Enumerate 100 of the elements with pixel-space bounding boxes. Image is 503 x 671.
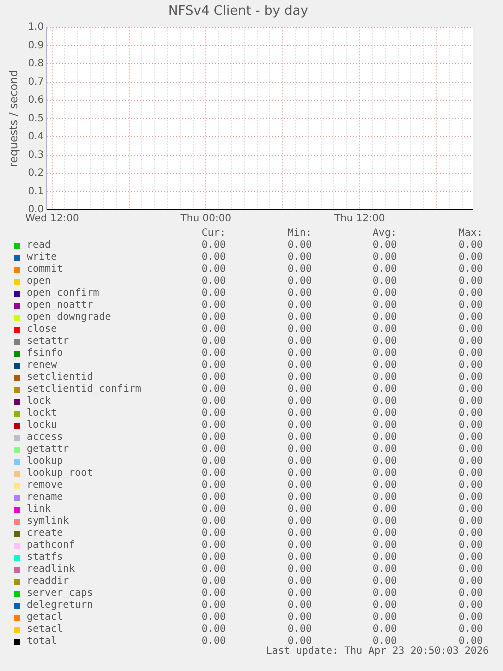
text: 0.00 [286,480,312,492]
legend-label: link [27,504,52,516]
text: 0.00 [458,564,483,576]
text: 0.00 [458,480,483,492]
text: 0.00 [372,324,397,336]
legend-label: symlink [27,516,70,528]
text: 0.00 [286,492,312,504]
text: 0.00 [372,300,397,312]
legend-label: server_caps [27,588,94,600]
text: 0.00 [200,492,226,504]
y-tick-label: 0.9 [28,40,44,52]
text: 0.00 [286,288,312,300]
text: 0.00 [200,240,226,252]
text: 0.00 [200,312,226,324]
text: 0.00 [372,588,397,600]
text: 0.00 [458,396,483,408]
text: 0.00 [286,360,312,372]
text: 0.00 [286,444,312,456]
text: 0.00 [458,372,483,384]
y-tick-label: 0.8 [28,58,44,70]
text: 0.00 [372,468,397,480]
text: 0.00 [286,240,312,252]
text: 0.00 [458,528,483,540]
text: 0.00 [288,636,312,647]
text: 0.00 [372,444,397,456]
text: 0.00 [286,408,312,420]
text: 0.00 [458,444,483,456]
text: 0.00 [458,456,483,468]
text: 0.00 [200,564,226,576]
text: 0.00 [458,300,483,312]
text: 0.00 [458,540,483,552]
text: 0.00 [458,588,483,600]
text: 0.00 [200,624,226,636]
text: 0.00 [372,276,397,288]
legend-label: lookup_root [27,468,94,480]
text: 0.00 [458,264,483,276]
x-tick-label: Thu 12:00 [333,214,386,225]
text: 0.00 [458,624,483,636]
text: 0.00 [286,564,312,576]
y-tick-label: 0.7 [28,76,44,88]
text: 0.00 [458,336,483,348]
text: 0.00 [200,588,226,600]
text: 0.00 [286,420,312,432]
text: 0.00 [200,408,226,420]
text: 0.00 [286,336,312,348]
text: 0.00 [286,456,312,468]
text: 0.00 [372,288,397,300]
text: 0.00 [372,312,397,324]
text: 0.00 [200,360,226,372]
y-tick-label: 0.3 [28,150,44,161]
text: 0.00 [286,264,312,276]
legend-label: open_downgrade [27,312,112,324]
text: 0.00 [458,312,483,324]
text: 0.00 [286,504,312,516]
text: Min: [286,228,312,240]
text: 0.00 [286,612,312,624]
text: 0.00 [372,408,397,420]
legend-label: lockt [27,408,58,420]
text: 0.00 [286,576,312,588]
text: 0.00 [286,300,312,312]
text: Max: [458,228,483,240]
text: 0.00 [458,276,483,288]
legend-label: locku [27,420,58,432]
text: 0.00 [286,528,312,540]
legend-label: rename [27,492,64,504]
text: 0.00 [372,564,397,576]
legend-label: open_noattr [27,300,94,312]
y-tick-label: 0.4 [28,132,44,143]
text: 0.00 [200,264,226,276]
text: 0.00 [200,540,226,552]
text: 0.00 [200,288,226,300]
text: 0.00 [372,264,397,276]
text: 0.00 [458,348,483,360]
text: 0.00 [200,372,226,384]
legend-label: pathconf [27,540,76,552]
text: 0.00 [372,336,397,348]
text: 0.00 [372,384,397,396]
text: 0.00 [458,552,483,564]
y-tick-label: 0.6 [28,95,44,106]
legend-label: setclientid_confirm [27,384,142,396]
y-tick-label: 0.5 [28,113,44,124]
text: 0.00 [286,552,312,564]
legend-label: open [27,276,52,288]
legend-label: total [27,636,58,648]
text: 0.00 [200,576,226,588]
text: 0.00 [286,468,312,480]
text: 0.00 [458,240,483,252]
text: 0.00 [200,276,226,288]
text: 0.00 [200,444,226,456]
text: 0.00 [286,432,312,444]
text: 0.00 [286,516,312,528]
text: 0.00 [372,456,397,468]
text: 0.00 [200,432,226,444]
text: 0.00 [458,432,483,444]
text: 0.00 [458,504,483,516]
legend-label: setacl [27,624,64,636]
text: 0.00 [200,420,226,432]
text: Last update: Thu Apr 23 20:50:03 2026 [266,646,489,657]
text: 0.00 [286,372,312,384]
text: 0.00 [200,552,226,564]
